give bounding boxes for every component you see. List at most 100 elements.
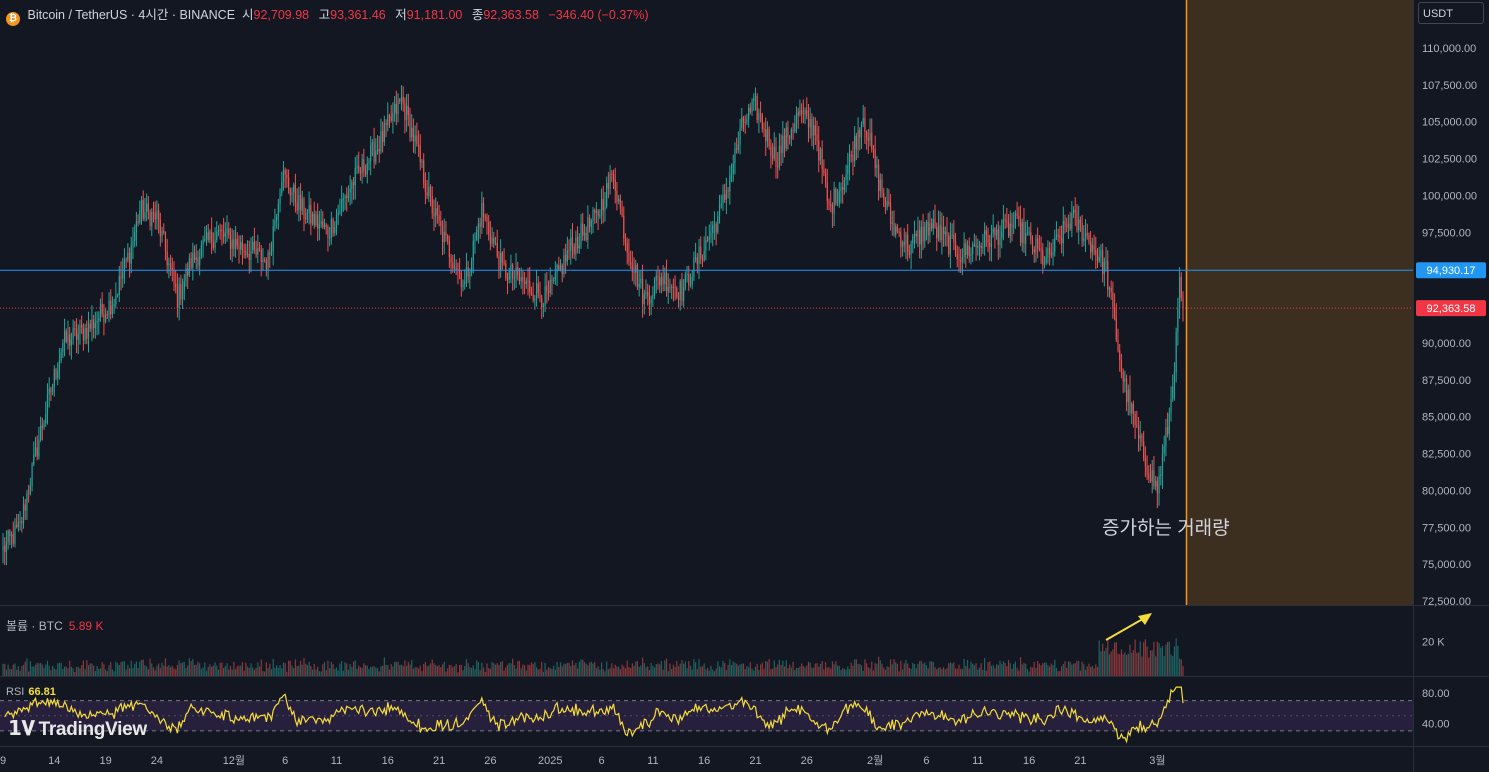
candle: [1004, 219, 1006, 221]
candle: [443, 231, 445, 243]
volume-bar: [241, 662, 244, 676]
candle: [985, 230, 987, 235]
volume-bar: [89, 663, 91, 676]
volume-bar: [782, 660, 784, 676]
volume-bar: [416, 667, 418, 676]
candle: [671, 286, 673, 288]
candle: [677, 297, 680, 300]
candle: [700, 246, 702, 259]
candle: [388, 115, 391, 117]
volume-bar: [1045, 662, 1047, 676]
volume-bar: [780, 665, 782, 676]
candle: [274, 220, 276, 227]
candle: [539, 293, 541, 299]
volume-bar: [785, 660, 787, 676]
volume-bar: [695, 662, 697, 676]
volume-bar: [872, 670, 875, 676]
volume-bar: [1038, 663, 1040, 676]
candle: [323, 224, 326, 228]
volume-bar: [652, 665, 654, 676]
candle: [664, 272, 666, 285]
volume-bar: [836, 665, 839, 676]
volume-bar: [960, 668, 962, 676]
time-tick: 26: [484, 755, 496, 767]
volume-bar: [1049, 666, 1051, 676]
volume-bar: [518, 660, 521, 676]
candle: [402, 96, 404, 104]
volume-bar: [221, 662, 223, 676]
symbol-title[interactable]: Bitcoin / TetherUS · 4시간 · BINANCE: [27, 8, 236, 22]
candle: [53, 369, 55, 386]
candle: [1066, 226, 1068, 228]
volume-bar: [106, 671, 108, 676]
volume-bar: [202, 667, 204, 676]
volume-bar: [985, 670, 987, 676]
volume-bar: [51, 665, 54, 676]
candle: [258, 248, 261, 250]
volume-bar: [907, 663, 909, 676]
volume-bar: [917, 663, 919, 676]
volume-bar: [1112, 649, 1114, 676]
candle: [1131, 403, 1133, 413]
volume-bar: [135, 661, 137, 676]
volume-bar: [287, 660, 290, 676]
time-tick: 16: [382, 755, 394, 767]
time-tick: 11: [331, 755, 342, 767]
candle: [180, 283, 182, 300]
candle: [405, 105, 408, 120]
volume-bar: [1168, 641, 1170, 676]
candle: [9, 531, 11, 537]
volume-bar: [1153, 641, 1155, 676]
volume-bar: [727, 664, 729, 676]
volume-bar: [457, 672, 459, 676]
tradingview-logo[interactable]: 𝟭𝐕 TradingView: [8, 716, 147, 741]
volume-bar: [462, 670, 464, 676]
candle: [1025, 233, 1027, 245]
volume-bar: [602, 669, 604, 676]
volume-bar: [26, 658, 28, 676]
candle: [759, 113, 762, 115]
candle: [48, 388, 50, 395]
candle: [221, 229, 223, 232]
volume-bar: [660, 661, 663, 676]
candle: [942, 226, 945, 235]
candle: [38, 440, 40, 457]
volume-bar: [895, 662, 897, 676]
candle: [1178, 276, 1181, 309]
candle: [332, 219, 334, 234]
candle: [746, 119, 748, 123]
volume-bar: [115, 661, 117, 676]
candle: [503, 262, 505, 264]
bitcoin-icon: ₿: [6, 12, 20, 26]
volume-bar: [542, 671, 545, 676]
tradingview-wordmark: TradingView: [38, 719, 148, 740]
volume-bar: [630, 667, 632, 676]
volume-bar: [667, 671, 669, 676]
volume-bar: [306, 665, 309, 676]
candle: [701, 258, 704, 261]
volume-bar: [990, 665, 993, 676]
volume-bar: [1084, 669, 1087, 676]
candle: [734, 148, 736, 164]
candle: [346, 196, 348, 199]
candle: [347, 192, 350, 199]
candle: [756, 96, 758, 121]
candle: [202, 240, 204, 246]
candle: [34, 447, 37, 455]
volume-bar: [553, 665, 555, 676]
candle: [585, 232, 587, 240]
candle: [559, 265, 562, 270]
currency-selector[interactable]: USDT: [1418, 2, 1484, 24]
volume-bar: [997, 664, 999, 676]
candle: [568, 250, 570, 252]
candle: [234, 238, 237, 249]
candle: [436, 208, 438, 215]
volume-bar: [79, 668, 81, 676]
candle: [852, 154, 854, 162]
candle: [527, 280, 529, 282]
candle: [973, 244, 975, 246]
candle: [1072, 210, 1075, 214]
volume-bar: [204, 662, 206, 676]
volume-bar: [1108, 654, 1111, 676]
